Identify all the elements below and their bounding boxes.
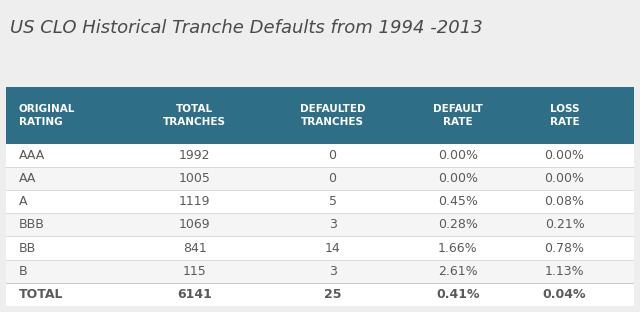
Text: TOTAL: TOTAL	[19, 288, 63, 301]
Text: 0.00%: 0.00%	[545, 172, 584, 185]
Bar	[6, 190, 634, 213]
Text: 1005: 1005	[179, 172, 211, 185]
Bar	[6, 213, 634, 236]
Text: 0.08%: 0.08%	[545, 195, 584, 208]
Text: 0.21%: 0.21%	[545, 218, 584, 232]
Text: 841: 841	[182, 241, 207, 255]
Bar	[6, 144, 634, 167]
Text: A: A	[19, 195, 28, 208]
Bar	[6, 167, 634, 190]
Text: 0.45%: 0.45%	[438, 195, 478, 208]
Text: BBB: BBB	[19, 218, 45, 232]
Text: 14: 14	[324, 241, 340, 255]
Text: 5: 5	[328, 195, 337, 208]
Text: 0.00%: 0.00%	[438, 149, 478, 162]
Text: BB: BB	[19, 241, 36, 255]
Text: DEFAULTED
TRANCHES: DEFAULTED TRANCHES	[300, 104, 365, 127]
Text: AA: AA	[19, 172, 36, 185]
Text: 0.00%: 0.00%	[545, 149, 584, 162]
Text: 0: 0	[328, 172, 337, 185]
Text: 0.28%: 0.28%	[438, 218, 478, 232]
Bar	[6, 236, 634, 260]
Bar	[6, 87, 634, 144]
Text: 3: 3	[328, 265, 337, 278]
Text: TOTAL
TRANCHES: TOTAL TRANCHES	[163, 104, 226, 127]
Text: 1.66%: 1.66%	[438, 241, 478, 255]
Text: 2.61%: 2.61%	[438, 265, 478, 278]
Bar	[6, 260, 634, 283]
Text: B: B	[19, 265, 28, 278]
Text: 0.78%: 0.78%	[545, 241, 584, 255]
Text: DEFAULT
RATE: DEFAULT RATE	[433, 104, 483, 127]
Text: AAA: AAA	[19, 149, 45, 162]
Text: 0.41%: 0.41%	[436, 288, 480, 301]
Text: 1992: 1992	[179, 149, 211, 162]
Text: 115: 115	[182, 265, 207, 278]
Text: ORIGINAL
RATING: ORIGINAL RATING	[19, 104, 76, 127]
Bar	[6, 283, 634, 306]
Text: 25: 25	[324, 288, 341, 301]
Text: 1069: 1069	[179, 218, 211, 232]
Text: US CLO Historical Tranche Defaults from 1994 -2013: US CLO Historical Tranche Defaults from …	[10, 19, 483, 37]
Text: 1.13%: 1.13%	[545, 265, 584, 278]
Text: 0.00%: 0.00%	[438, 172, 478, 185]
Text: 1119: 1119	[179, 195, 211, 208]
Text: LOSS
RATE: LOSS RATE	[550, 104, 579, 127]
Text: 3: 3	[328, 218, 337, 232]
Text: 0: 0	[328, 149, 337, 162]
Text: 0.04%: 0.04%	[543, 288, 586, 301]
Text: 6141: 6141	[177, 288, 212, 301]
